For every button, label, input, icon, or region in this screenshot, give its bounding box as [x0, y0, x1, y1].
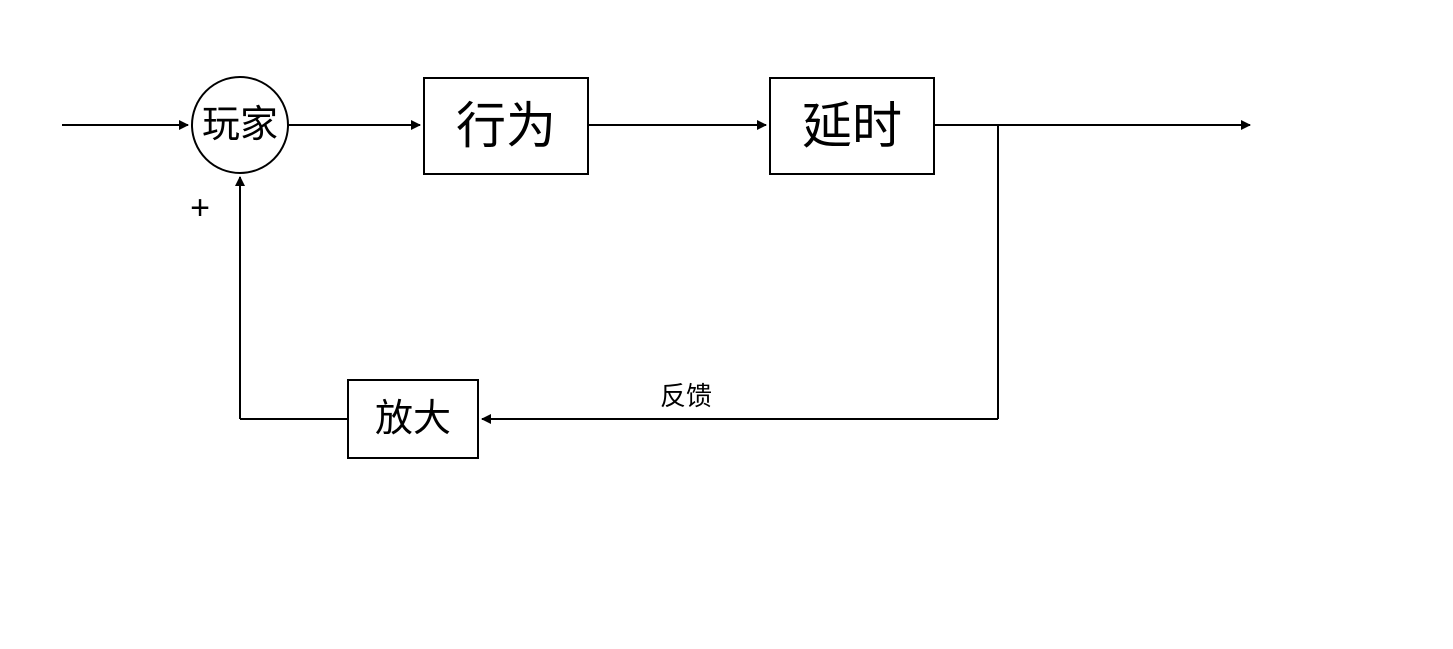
edge-label-feedback-to-amplify: 反馈: [660, 381, 712, 411]
node-label-player: 玩家: [202, 104, 278, 146]
feedback-loop-diagram: 反馈 玩家 行为 延时放大 +: [0, 0, 1453, 649]
summing-sign: +: [190, 189, 210, 227]
node-amplify: 放大: [348, 380, 478, 458]
node-label-amplify: 放大: [375, 398, 451, 440]
node-behavior: 行为: [424, 78, 588, 174]
edge-feedback-to-amplify: 反馈: [482, 381, 998, 419]
node-player: 玩家: [192, 77, 288, 173]
node-label-delay: 延时: [802, 98, 902, 154]
node-label-behavior: 行为: [456, 98, 556, 154]
node-delay: 延时: [770, 78, 934, 174]
